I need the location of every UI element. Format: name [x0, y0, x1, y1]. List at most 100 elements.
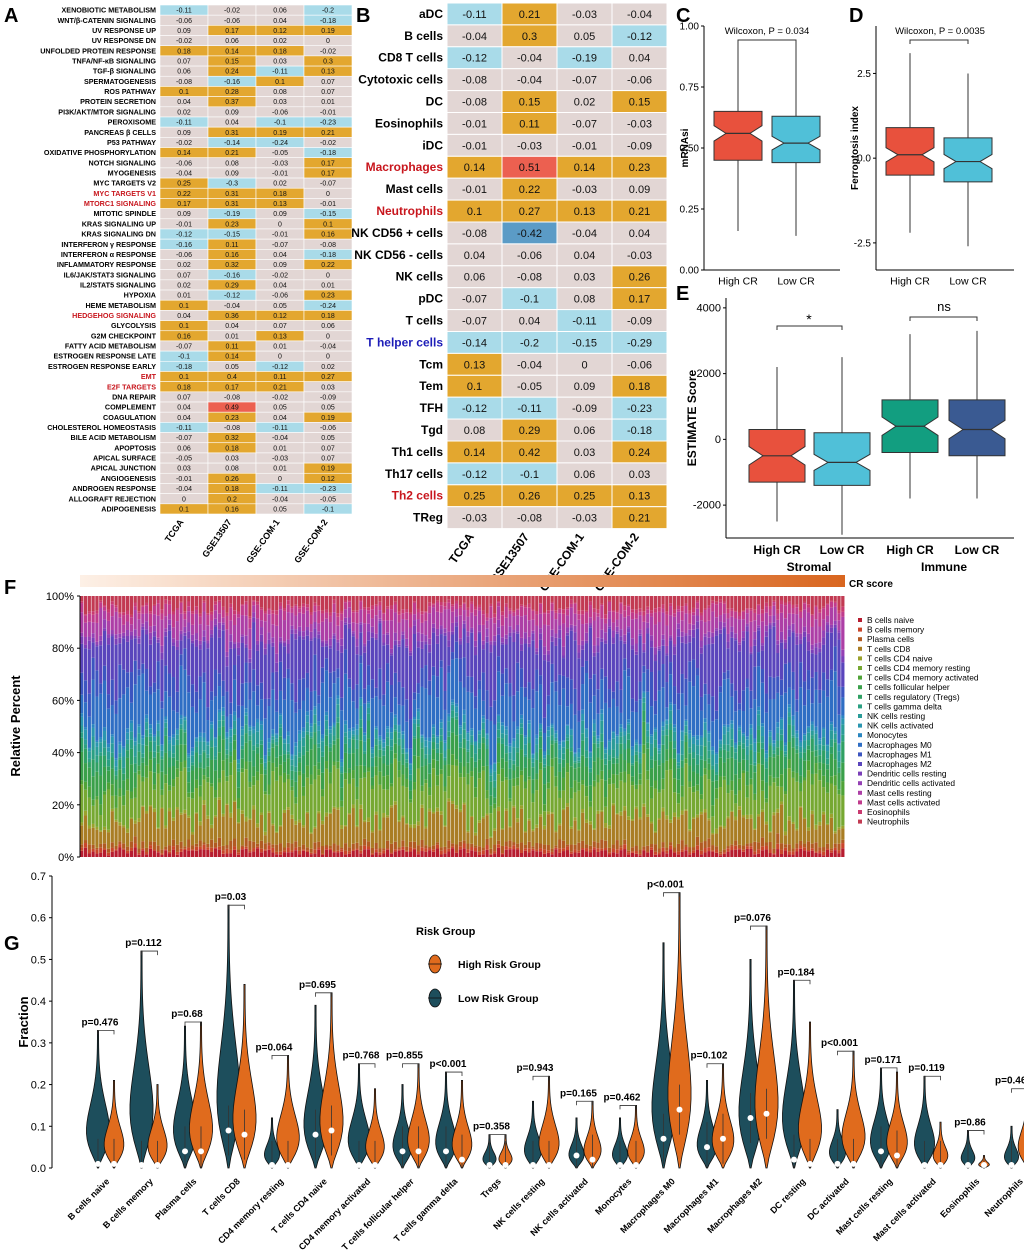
- stack-segment: [458, 605, 462, 608]
- stack-segment: [114, 758, 118, 761]
- stack-segment: [317, 841, 321, 848]
- stack-segment: [749, 654, 753, 691]
- stack-segment: [638, 608, 642, 612]
- stack-segment: [416, 738, 420, 757]
- stack-segment: [554, 742, 558, 758]
- stack-segment: [707, 741, 711, 751]
- stack-segment: [730, 846, 734, 851]
- stack-segment: [466, 852, 470, 857]
- stack-segment: [355, 708, 359, 725]
- stack-segment: [649, 610, 654, 614]
- stack-segment: [776, 596, 780, 610]
- stack-segment: [485, 798, 489, 814]
- stack-segment: [737, 806, 742, 810]
- stack-segment: [95, 847, 99, 850]
- stack-segment: [141, 757, 145, 763]
- stack-segment: [806, 633, 811, 642]
- stack-segment: [374, 756, 378, 767]
- stack-segment: [110, 851, 114, 857]
- stack-segment: [236, 854, 241, 857]
- cell-value: -0.07: [320, 181, 336, 188]
- stack-segment: [386, 596, 390, 607]
- stack-segment: [535, 596, 539, 611]
- stack-segment: [550, 663, 554, 683]
- stack-segment: [626, 852, 631, 855]
- y-axis-label: ESTIMATE Score: [685, 369, 699, 466]
- stack-segment: [810, 773, 814, 785]
- stack-segment: [684, 758, 688, 764]
- stack-segment: [408, 596, 413, 613]
- stack-segment: [757, 604, 761, 606]
- stack-segment: [539, 602, 543, 604]
- stack-segment: [623, 782, 627, 807]
- stack-segment: [734, 774, 738, 795]
- stack-segment: [607, 600, 612, 603]
- stack-segment: [692, 847, 696, 851]
- stack-segment: [374, 687, 378, 697]
- stack-segment: [722, 622, 726, 627]
- stack-segment: [225, 736, 229, 739]
- stack-segment: [194, 639, 199, 647]
- stack-segment: [519, 616, 524, 638]
- stack-segment: [439, 722, 443, 729]
- stack-segment: [695, 836, 700, 846]
- stack-segment: [106, 782, 111, 790]
- stack-segment: [397, 646, 401, 682]
- cell-value: -0.11: [272, 425, 288, 432]
- row-label: B cells: [404, 29, 443, 43]
- cell-value: -0.11: [176, 425, 192, 432]
- stack-segment: [581, 645, 585, 650]
- stack-segment: [282, 620, 287, 642]
- stack-segment: [171, 596, 176, 612]
- stack-segment: [649, 647, 654, 672]
- stack-segment: [443, 628, 447, 633]
- stack-segment: [133, 596, 137, 603]
- cell-value: -0.18: [320, 252, 336, 259]
- stack-segment: [160, 853, 164, 855]
- stack-segment: [255, 731, 260, 744]
- stack-segment: [382, 634, 386, 643]
- stack-segment: [412, 625, 417, 634]
- stack-segment: [531, 846, 535, 849]
- stack-segment: [714, 798, 719, 829]
- stack-segment: [791, 854, 795, 857]
- cell-value: 0.14: [225, 48, 239, 55]
- stack-segment: [359, 705, 363, 720]
- stack-segment: [114, 634, 118, 639]
- row-label: OXIDATIVE PHOSPHORYLATION: [44, 148, 156, 157]
- stack-segment: [783, 831, 788, 836]
- stack-segment: [737, 642, 742, 645]
- stack-segment: [439, 850, 443, 855]
- stack-segment: [374, 738, 378, 746]
- stack-segment: [569, 735, 573, 748]
- stack-segment: [378, 830, 382, 849]
- stack-segment: [703, 852, 707, 857]
- stack-segment: [523, 848, 527, 851]
- stack-segment: [271, 624, 275, 638]
- stack-segment: [164, 665, 168, 692]
- stack-segment: [711, 851, 715, 857]
- stack-segment: [305, 610, 309, 627]
- stack-segment: [707, 769, 711, 780]
- stack-segment: [424, 845, 428, 849]
- stack-segment: [768, 832, 772, 842]
- stack-segment: [271, 613, 275, 625]
- stack-segment: [615, 853, 619, 857]
- stack-segment: [110, 811, 114, 843]
- stack-segment: [539, 628, 543, 634]
- stack-segment: [634, 654, 638, 702]
- stack-segment: [496, 634, 501, 657]
- stack-segment: [351, 596, 355, 611]
- stack-segment: [787, 613, 791, 626]
- stack-segment: [351, 730, 355, 735]
- stack-segment: [531, 619, 535, 631]
- stack-segment: [210, 724, 214, 729]
- stack-segment: [351, 631, 355, 634]
- stack-segment: [217, 727, 221, 736]
- cell-value: -0.04: [462, 31, 487, 43]
- stack-segment: [726, 793, 730, 817]
- stack-segment: [692, 686, 696, 736]
- stack-segment: [799, 752, 803, 759]
- stack-segment: [244, 601, 248, 605]
- stack-segment: [600, 810, 604, 812]
